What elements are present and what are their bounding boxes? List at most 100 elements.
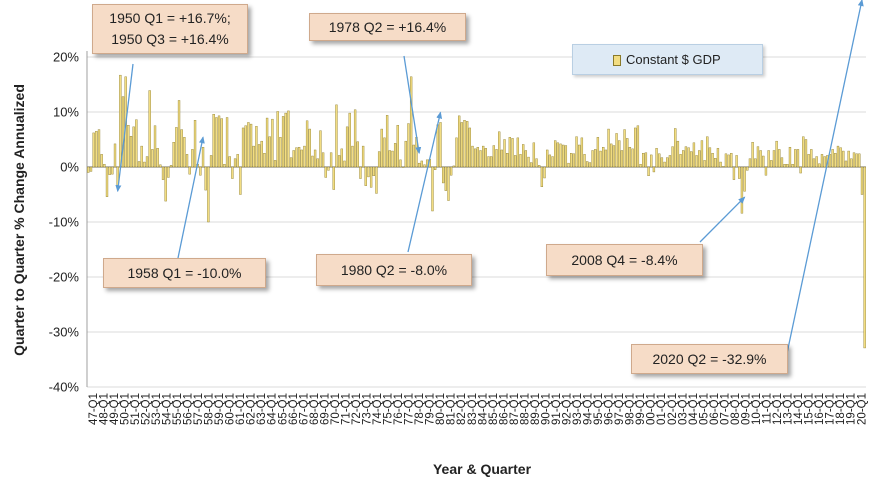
x-tick-label: 50-Q1 — [119, 393, 131, 425]
bar — [183, 137, 186, 168]
bar — [284, 112, 287, 168]
x-tick-label: 03-Q1 — [677, 393, 689, 425]
bar — [786, 164, 789, 168]
bar — [612, 145, 616, 168]
bar — [175, 127, 178, 168]
bar — [353, 109, 357, 168]
bar — [215, 117, 218, 168]
bar — [297, 146, 301, 168]
bar — [562, 144, 565, 168]
x-tick-label: 58-Q1 — [204, 393, 216, 425]
bar — [87, 166, 90, 173]
bar — [420, 160, 423, 168]
bar — [572, 153, 576, 168]
bar — [500, 149, 504, 168]
bar — [169, 165, 173, 168]
callout-1980: 1980 Q2 = -8.0% — [316, 254, 472, 286]
x-tick-label: 92-Q1 — [562, 393, 574, 425]
bar — [778, 149, 781, 168]
bar — [767, 150, 770, 168]
x-axis-ticks: 47-Q148-Q149-Q150-Q151-Q152-Q153-Q154-Q1… — [88, 393, 868, 425]
bar — [490, 156, 493, 168]
bar — [770, 160, 773, 168]
bar — [361, 145, 365, 168]
x-tick-label: 18-Q1 — [835, 393, 847, 425]
bar — [225, 117, 229, 168]
bar — [735, 155, 738, 168]
bar — [554, 140, 557, 168]
bar — [844, 160, 848, 168]
bar — [602, 146, 605, 168]
bar — [145, 156, 149, 168]
bar — [151, 149, 154, 168]
bar — [329, 152, 333, 168]
bar — [319, 130, 322, 168]
bar — [119, 74, 122, 168]
bar — [316, 158, 319, 168]
bar — [447, 166, 450, 201]
bar — [748, 158, 752, 168]
bar — [391, 150, 394, 168]
bar — [223, 164, 226, 168]
x-axis-title: Year & Quarter — [433, 461, 532, 477]
bar — [241, 127, 245, 168]
x-tick-label: 04-Q1 — [688, 393, 700, 425]
bar — [108, 166, 111, 175]
bar — [313, 149, 317, 168]
x-tick-label: 71-Q1 — [340, 393, 352, 425]
x-tick-label: 94-Q1 — [583, 393, 595, 425]
x-tick-label: 89-Q1 — [530, 393, 542, 425]
bar — [385, 115, 389, 168]
x-tick-label: 78-Q1 — [414, 393, 426, 425]
x-tick-label: 80-Q1 — [435, 393, 447, 425]
bar — [343, 160, 346, 168]
bar — [236, 154, 239, 168]
bar — [137, 161, 141, 168]
bar — [687, 147, 690, 168]
bar — [583, 154, 586, 168]
bar — [417, 162, 421, 168]
bar — [311, 155, 314, 168]
bar — [535, 158, 538, 168]
callout-1950-line1: 1950 Q1 = +16.7%; — [109, 10, 231, 26]
bar — [308, 128, 311, 168]
x-tick-label: 56-Q1 — [183, 393, 195, 425]
bar — [636, 125, 640, 168]
bar — [351, 145, 354, 168]
bar — [89, 166, 93, 172]
bar — [233, 158, 237, 168]
bar — [743, 166, 746, 192]
bar — [666, 157, 669, 168]
bar — [129, 135, 133, 168]
callout-1978: 1978 Q2 = +16.4% — [309, 13, 466, 41]
bar — [783, 164, 786, 168]
x-tick-label: 88-Q1 — [519, 393, 531, 425]
bar — [359, 166, 362, 179]
bar — [658, 153, 661, 168]
legend: Constant $ GDP — [572, 44, 763, 75]
bar — [626, 138, 629, 168]
y-tick-label: -40% — [49, 380, 80, 395]
bar — [719, 161, 722, 168]
bar — [132, 126, 135, 168]
bar — [511, 138, 514, 168]
x-tick-label: 61-Q1 — [235, 393, 247, 425]
bar — [543, 166, 546, 179]
bar — [367, 166, 370, 178]
bar — [804, 139, 808, 168]
bar — [740, 166, 744, 214]
bar — [127, 124, 130, 168]
bar — [815, 156, 818, 168]
x-tick-label: 20-Q1 — [856, 393, 868, 425]
legend-swatch — [613, 55, 621, 66]
bar — [466, 121, 469, 168]
bar — [796, 149, 800, 168]
bar — [591, 150, 594, 168]
bar — [762, 155, 765, 168]
bar — [364, 166, 367, 186]
annotation-arrows — [115, 0, 864, 359]
bar — [756, 146, 760, 168]
bar — [498, 131, 501, 168]
x-tick-label: 05-Q1 — [698, 393, 710, 425]
bar — [303, 145, 306, 168]
